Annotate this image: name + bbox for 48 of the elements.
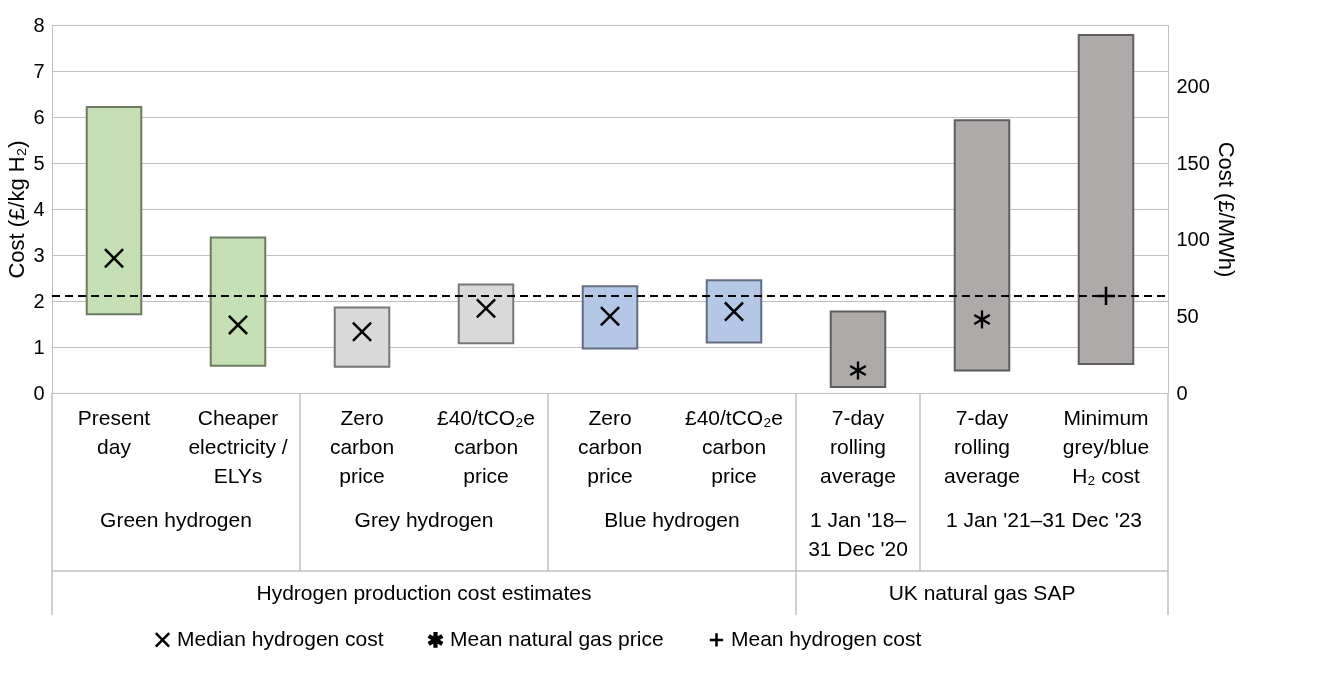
- x-tick-label: Minimum grey/blue H₂ cost: [1062, 406, 1150, 487]
- x-tick-label: Present day: [77, 406, 151, 458]
- point: [973, 310, 991, 329]
- y-tick-label: 6: [33, 105, 45, 128]
- bar: [457, 283, 515, 345]
- x-tick-label: Zero carbon price: [329, 406, 395, 487]
- y-tick-label: 4: [33, 197, 45, 220]
- legend-label: Mean natural gas price: [450, 626, 664, 650]
- y-tick-label: 3: [33, 243, 45, 266]
- y-tick-label: 2: [33, 289, 45, 312]
- bar: [953, 119, 1011, 372]
- legend-label: Median hydrogen cost: [177, 626, 384, 650]
- y2-tick-label: 50: [1176, 304, 1199, 327]
- x-tick-label: Cheaper electricity / ELYs: [188, 406, 288, 487]
- x-tick-label: Zero carbon price: [577, 406, 643, 487]
- bar: [85, 105, 143, 316]
- text: Grey hydrogen: [354, 508, 494, 531]
- y-tick-label: 8: [33, 13, 45, 36]
- text: Blue hydrogen: [604, 508, 740, 531]
- y2-tick-label: 200: [1176, 74, 1210, 97]
- y-tick-label: 1: [33, 335, 45, 358]
- bar: [581, 285, 639, 350]
- y-tick-label: 5: [33, 151, 45, 174]
- point: [849, 361, 867, 380]
- y2-tick-label: 0: [1176, 381, 1188, 404]
- y2-tick-label: 100: [1176, 228, 1210, 251]
- bar: [829, 310, 887, 389]
- bar: [1077, 34, 1135, 366]
- y2-tick-label: 150: [1176, 151, 1210, 174]
- y-axis-title: Cost (£/kg H₂): [4, 140, 30, 279]
- text: 1 Jan '21–31 Dec '23: [946, 508, 1142, 531]
- point: [227, 314, 249, 336]
- bar: [209, 236, 267, 367]
- y2-axis-title: Cost (£/MWh): [1213, 141, 1239, 278]
- text: Hydrogen production cost estimates: [256, 581, 592, 604]
- y-tick-label: 0: [33, 381, 45, 404]
- y-tick-label: 7: [33, 59, 45, 82]
- x-tick-label: 7-day rolling average: [944, 406, 1020, 487]
- bar: [705, 279, 763, 344]
- x-tick-label: £40/tCO₂e carbon price: [436, 406, 536, 487]
- text: Green hydrogen: [100, 508, 252, 531]
- legend-label: Mean hydrogen cost: [731, 626, 922, 650]
- x-tick-label: £40/tCO₂e carbon price: [684, 406, 784, 487]
- text: UK natural gas SAP: [888, 581, 1076, 604]
- bar: [333, 306, 391, 368]
- text: 1 Jan '18–31 Dec '20: [808, 508, 908, 560]
- x-tick-label: 7-day rolling average: [820, 406, 896, 487]
- point: [103, 247, 125, 269]
